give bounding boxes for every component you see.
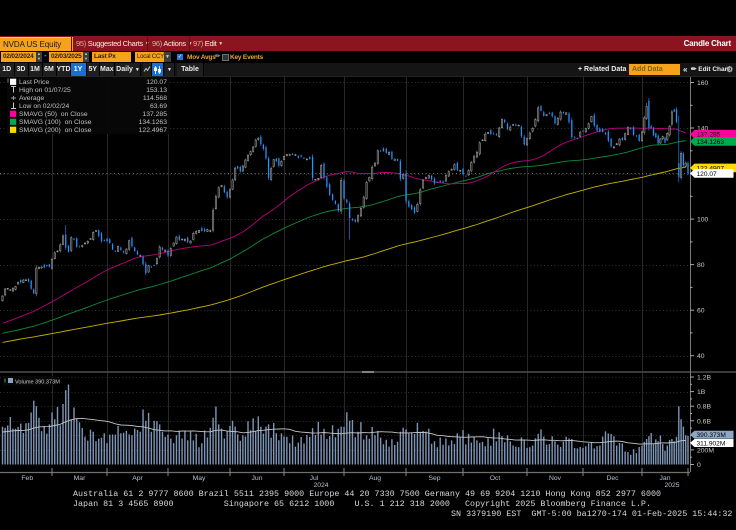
svg-text:SMAVG (100) on Close: SMAVG (100) on Close <box>19 119 92 126</box>
svg-text:160: 160 <box>697 80 709 87</box>
svg-text:2024: 2024 <box>313 482 328 489</box>
svg-text:Nov: Nov <box>549 475 562 482</box>
svg-text:100: 100 <box>697 217 709 224</box>
svg-text:Jun: Jun <box>252 475 263 482</box>
svg-text:2025: 2025 <box>664 482 679 489</box>
svg-text:40: 40 <box>697 353 705 360</box>
svg-text:200M: 200M <box>697 447 714 454</box>
svg-text:Apr: Apr <box>132 475 143 482</box>
svg-text:122.4967: 122.4967 <box>139 127 168 134</box>
svg-text:153.13: 153.13 <box>146 87 167 94</box>
svg-text:Volume: Volume <box>15 380 34 386</box>
svg-text:1B: 1B <box>697 389 706 396</box>
svg-text:120.07: 120.07 <box>146 79 167 86</box>
svg-text:80: 80 <box>697 262 705 269</box>
svg-text:114.568: 114.568 <box>143 95 167 102</box>
svg-text:Low on 02/02/24: Low on 02/02/24 <box>19 103 69 110</box>
svg-text:Feb: Feb <box>21 475 33 482</box>
svg-text:60: 60 <box>697 308 705 315</box>
svg-text:390.373M: 390.373M <box>697 432 726 439</box>
svg-text:63.69: 63.69 <box>150 103 167 110</box>
svg-text:0.6B: 0.6B <box>697 418 711 425</box>
svg-text:134.1263: 134.1263 <box>697 139 725 146</box>
svg-text:137.285: 137.285 <box>697 132 721 139</box>
svg-text:0.8B: 0.8B <box>697 404 711 411</box>
svg-text:May: May <box>193 475 206 482</box>
svg-text:Dec: Dec <box>606 475 619 482</box>
svg-text:1.2B: 1.2B <box>697 375 711 382</box>
svg-text:311.902M: 311.902M <box>697 440 726 447</box>
svg-text:Last Price: Last Price <box>19 79 49 86</box>
svg-text:120.07: 120.07 <box>697 171 718 178</box>
svg-text:Average: Average <box>19 95 44 102</box>
svg-text:Mar: Mar <box>74 475 86 482</box>
svg-text:134.1263: 134.1263 <box>139 119 168 126</box>
svg-text:137.285: 137.285 <box>142 111 167 118</box>
svg-text:Oct: Oct <box>490 475 501 482</box>
svg-text:Jul: Jul <box>310 475 319 482</box>
svg-text:Sep: Sep <box>428 475 440 482</box>
svg-text:140: 140 <box>697 126 709 133</box>
svg-text:Aug: Aug <box>369 475 381 482</box>
svg-text:122.4907: 122.4907 <box>697 165 725 172</box>
svg-text:SMAVG (50) on Close: SMAVG (50) on Close <box>19 111 88 118</box>
svg-text:SMAVG (200) on Close: SMAVG (200) on Close <box>19 127 92 134</box>
svg-text:390.373M: 390.373M <box>35 380 60 386</box>
svg-text:Jan: Jan <box>660 475 671 482</box>
svg-text:0: 0 <box>697 462 701 469</box>
svg-text:High on 01/07/25: High on 01/07/25 <box>19 87 71 94</box>
